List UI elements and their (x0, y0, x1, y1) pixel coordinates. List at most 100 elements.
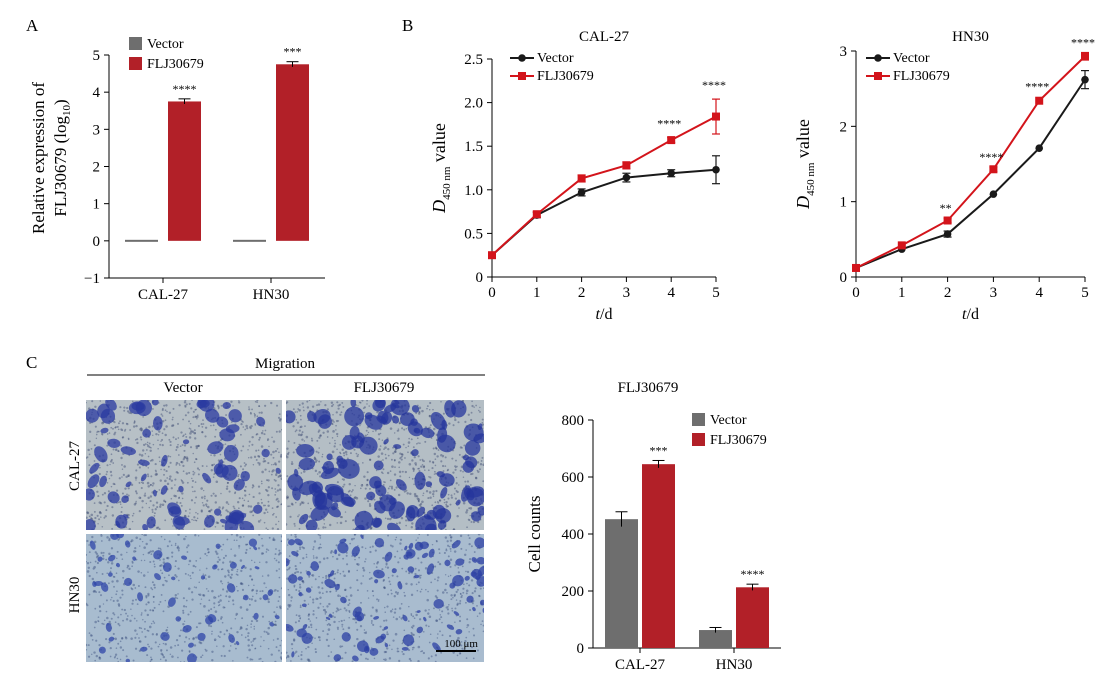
micrograph-speck (400, 458, 403, 461)
micrograph-speck (145, 542, 148, 546)
micrograph-speck (257, 547, 261, 550)
micrograph-speck (389, 583, 392, 586)
micrograph-speck (86, 604, 89, 607)
micrograph-speck (174, 596, 177, 599)
micrograph-speck (317, 547, 321, 550)
micrograph-speck (321, 587, 324, 590)
micrograph-speck (217, 604, 220, 607)
micrograph-speck (314, 469, 318, 473)
micrograph-speck (258, 534, 261, 536)
micrograph-speck (188, 563, 190, 566)
micrograph-speck (200, 496, 204, 499)
micrograph-speck (201, 464, 204, 467)
y-axis-label-rest: value (429, 123, 449, 166)
micrograph-speck (117, 501, 120, 504)
micrograph-speck (105, 610, 108, 613)
micrograph-speck (249, 568, 252, 571)
micrograph-speck (100, 534, 103, 537)
micrograph-speck (250, 456, 253, 459)
micrograph-speck (356, 563, 359, 566)
micrograph-speck (191, 486, 194, 488)
micrograph-speck (408, 657, 412, 661)
micrograph-speck (450, 594, 453, 597)
micrograph-speck (394, 538, 397, 541)
micrograph-speck (335, 610, 338, 613)
micrograph-speck (253, 628, 256, 630)
micrograph-speck (428, 475, 430, 478)
micrograph-speck (272, 639, 275, 641)
micrograph-speck (252, 637, 256, 641)
micrograph-speck (417, 467, 419, 470)
micrograph-speck (193, 490, 196, 493)
micrograph-speck (163, 473, 165, 476)
micrograph-cell-cluster (425, 481, 433, 488)
micrograph-speck (99, 511, 102, 515)
micrograph-speck (335, 419, 339, 423)
micrograph-speck (426, 405, 429, 408)
micrograph-speck (383, 587, 386, 590)
micrograph-cell-cluster (464, 575, 470, 581)
micrograph-speck (138, 481, 141, 484)
micrograph-cell-cluster (437, 427, 448, 443)
micrograph-speck (140, 454, 144, 457)
point-vector (943, 230, 952, 238)
micrograph-speck (192, 416, 195, 419)
micrograph-speck (444, 456, 447, 459)
micrograph-speck (311, 405, 315, 408)
bar-vector-cal-27 (125, 239, 158, 242)
micrograph-speck (437, 449, 440, 451)
micrograph-speck (104, 515, 107, 518)
micrograph-speck (144, 492, 146, 495)
micrograph-speck (453, 595, 456, 598)
micrograph-speck (130, 637, 133, 640)
micrograph-cell-cluster (120, 446, 136, 456)
micrograph-speck (447, 544, 450, 547)
micrograph-speck (318, 575, 320, 578)
micrograph-speck (207, 551, 210, 554)
y-axis-label: D450 nm value (429, 123, 453, 214)
micrograph-speck (123, 465, 126, 468)
micrograph-speck (267, 626, 271, 630)
micrograph-speck (349, 452, 352, 455)
micrograph-speck (296, 421, 300, 424)
micrograph-speck (275, 516, 278, 518)
micrograph-speck (478, 595, 481, 598)
micrograph-cell-cluster (327, 506, 341, 518)
micrograph-speck (412, 446, 415, 449)
y-axis-label: D450 nm value (793, 119, 817, 210)
micrograph-cell-cluster (423, 616, 427, 622)
micrograph-speck (167, 455, 170, 458)
micrograph-speck (93, 460, 96, 462)
micrograph-cell-cluster (394, 400, 400, 405)
micrograph-speck (481, 620, 484, 622)
micrograph-speck (479, 406, 481, 409)
micrograph-speck (204, 615, 207, 618)
micrograph-speck (121, 589, 124, 592)
micrograph-speck (207, 575, 211, 579)
micrograph-speck (97, 620, 99, 622)
micrograph-speck (317, 403, 321, 406)
micrograph-speck (309, 623, 313, 627)
micrograph-speck (336, 401, 339, 404)
micrograph-speck (348, 610, 351, 613)
micrograph-speck (450, 536, 452, 539)
micrograph-speck (261, 482, 263, 485)
micrograph-speck (314, 461, 317, 464)
micrograph-speck (179, 445, 182, 448)
micrograph-speck (144, 620, 146, 623)
micrograph-speck (372, 430, 374, 433)
y-tick-label: 0 (840, 270, 848, 286)
micrograph-cell-cluster (107, 438, 121, 448)
micrograph-speck (306, 406, 310, 409)
micrograph-speck (194, 432, 196, 434)
micrograph-speck (159, 547, 162, 550)
micrograph-speck (136, 438, 139, 441)
micrograph-speck (341, 657, 344, 660)
micrograph-speck (199, 641, 203, 645)
micrograph-speck (456, 654, 459, 657)
micrograph-speck (150, 647, 153, 650)
micrograph-speck (339, 608, 342, 611)
micrograph-speck (183, 537, 186, 541)
micrograph-speck (322, 557, 326, 560)
micrograph-speck (397, 561, 400, 564)
